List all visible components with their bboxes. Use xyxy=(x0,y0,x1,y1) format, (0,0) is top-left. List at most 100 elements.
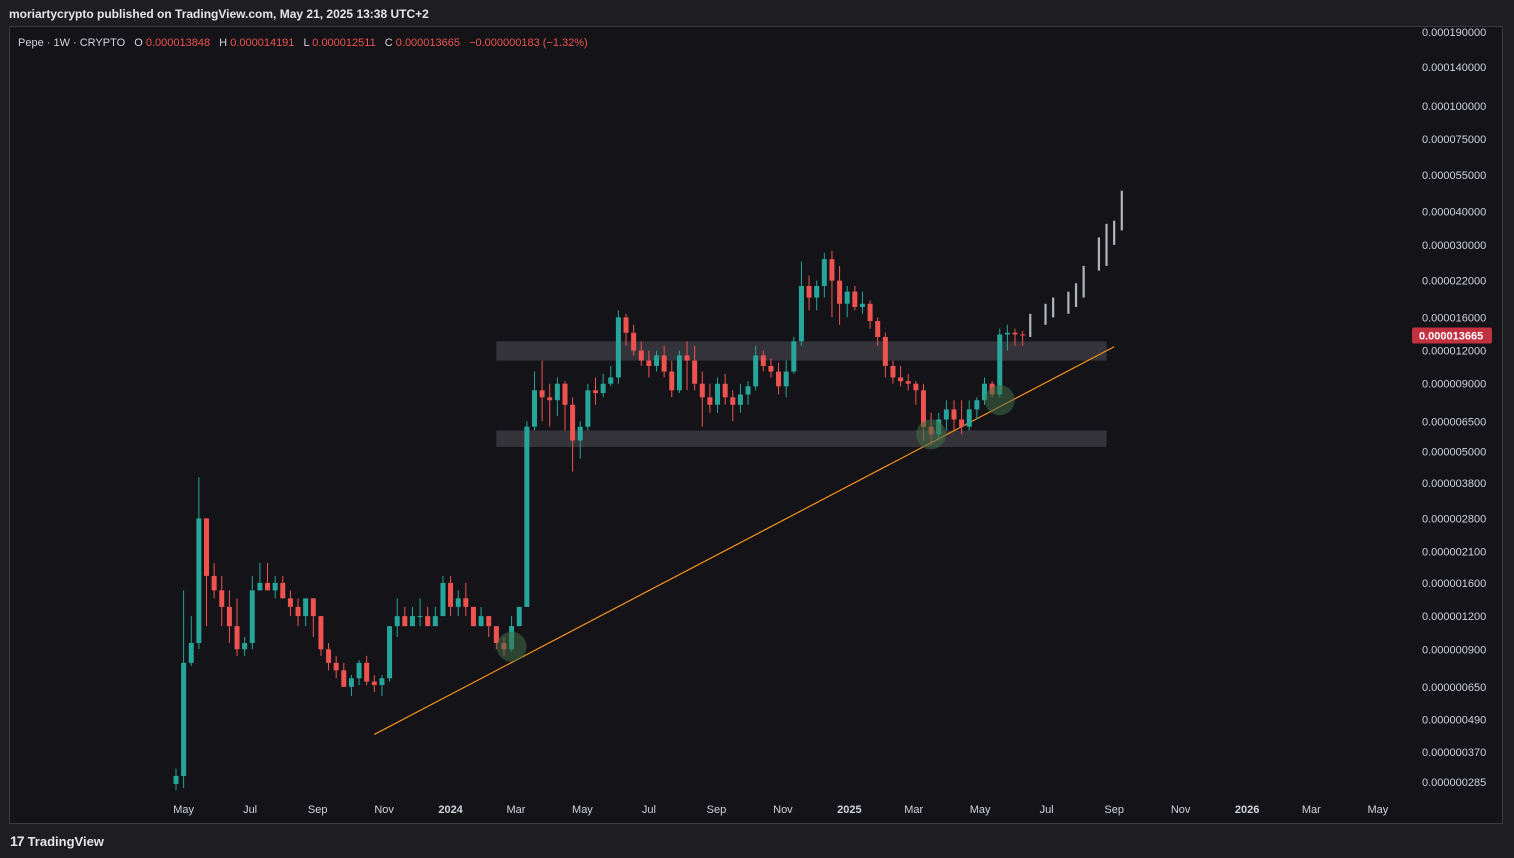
candle xyxy=(242,637,248,656)
candle-body xyxy=(852,291,858,308)
candle-body xyxy=(547,397,553,401)
candle xyxy=(371,675,377,693)
legend-c-label: C xyxy=(385,37,393,49)
chart-panel[interactable]: 0.000190000 0.000140000 0.000100000 0.00007… xyxy=(9,26,1503,824)
candle xyxy=(387,626,393,682)
candlestick-chart[interactable]: 0.000190000 0.000140000 0.000100000 0.00007… xyxy=(10,27,1502,823)
svg-text:Pepe · 1W · CRYPTO O: Pepe · 1W · CRYPTO O 0.000013848 H 0.000… xyxy=(18,37,588,49)
candle xyxy=(470,606,476,627)
candle xyxy=(234,598,240,656)
candle-body xyxy=(356,662,362,679)
candle xyxy=(798,261,804,346)
y-tick-label: 0.000005000 xyxy=(1422,447,1486,459)
candle-body xyxy=(615,317,621,378)
x-tick-label: 2024 xyxy=(438,804,463,816)
y-tick-label: 0.000016000 xyxy=(1422,312,1486,324)
candle-body xyxy=(1004,332,1010,335)
candle xyxy=(394,598,400,638)
candle-body xyxy=(348,678,354,687)
y-tick-label: 0.000000370 xyxy=(1422,747,1486,759)
candle-body xyxy=(226,606,232,627)
candle xyxy=(181,590,187,789)
candle xyxy=(821,252,827,298)
candle xyxy=(882,332,888,378)
x-tick-label: 2025 xyxy=(837,804,861,816)
legend-symbol[interactable]: Pepe · 1W · CRYPTO xyxy=(18,37,126,49)
x-tick-label: May xyxy=(1367,804,1388,816)
candle-body xyxy=(997,334,1003,395)
y-tick-label: 0.000075000 xyxy=(1422,134,1486,146)
candle xyxy=(280,575,286,599)
candle-body xyxy=(318,616,324,650)
candle xyxy=(829,250,835,318)
candle xyxy=(425,606,431,627)
x-tick-label: Mar xyxy=(506,804,525,816)
candle-body xyxy=(882,336,888,366)
legend-c-value: 0.000013665 xyxy=(396,37,460,49)
tradingview-logo-icon: 17 xyxy=(10,833,25,849)
candle-body xyxy=(753,355,759,387)
price-axis: 0.000190000 0.000140000 0.000100000 0.00007… xyxy=(1412,27,1492,789)
candle-body xyxy=(699,383,705,398)
candle-body xyxy=(333,662,339,671)
candle xyxy=(959,400,965,435)
candle-body xyxy=(608,377,614,384)
candle-body xyxy=(440,582,446,617)
x-tick-label: Sep xyxy=(308,804,328,816)
candle-body xyxy=(310,598,316,617)
candle xyxy=(326,643,332,671)
candle xyxy=(890,360,896,384)
candle xyxy=(600,373,606,398)
ohlc-legend: Pepe · 1W · CRYPTO O 0.000013848 H 0.000… xyxy=(18,37,588,49)
candle-body xyxy=(280,582,286,599)
y-tick-label: 0.000001600 xyxy=(1422,578,1486,590)
candle-body xyxy=(181,662,187,776)
candle xyxy=(188,616,194,666)
candle-body xyxy=(737,394,743,405)
y-tick-label: 0.000000650 xyxy=(1422,682,1486,694)
legend-o-label: O xyxy=(134,37,143,49)
candle xyxy=(692,345,698,391)
candle xyxy=(699,371,705,427)
candle xyxy=(219,575,225,627)
y-tick-label: 0.000040000 xyxy=(1422,207,1486,219)
candle xyxy=(287,590,293,617)
candle xyxy=(257,563,263,591)
candle xyxy=(966,400,972,431)
candle-body xyxy=(745,386,751,395)
candle xyxy=(707,383,713,413)
candle xyxy=(432,606,438,627)
candle-body xyxy=(425,616,431,627)
candle-body xyxy=(554,383,560,401)
candle-body xyxy=(379,678,385,686)
candle xyxy=(943,400,949,431)
y-tick-label: 0.000140000 xyxy=(1422,62,1486,74)
candle-body xyxy=(913,383,919,391)
candle-body xyxy=(562,383,568,405)
y-tick-label: 0.000000900 xyxy=(1422,644,1486,656)
candle xyxy=(356,660,362,686)
candle xyxy=(539,360,545,422)
candle-body xyxy=(829,259,835,281)
candle xyxy=(615,310,621,384)
candle-body xyxy=(867,303,873,322)
tradingview-logo[interactable]: 17 TradingView xyxy=(10,833,104,849)
publisher-bar: moriartycrypto published on TradingView.… xyxy=(0,0,1514,26)
candle-body xyxy=(539,390,545,398)
candle xyxy=(760,350,766,372)
candle xyxy=(333,655,339,679)
candle-body xyxy=(486,616,492,627)
candle xyxy=(463,582,469,617)
y-tick-label: 0.000012000 xyxy=(1422,346,1486,358)
candle-body xyxy=(272,582,278,591)
candle xyxy=(478,606,484,627)
candle-body xyxy=(760,355,766,366)
candle xyxy=(776,362,782,395)
candle-body xyxy=(638,350,644,361)
candle-body xyxy=(524,426,530,607)
legend-h-value: 0.000014191 xyxy=(230,37,294,49)
candle-body xyxy=(814,286,820,298)
candle xyxy=(898,365,904,387)
candle xyxy=(318,616,324,656)
candle xyxy=(684,341,690,391)
